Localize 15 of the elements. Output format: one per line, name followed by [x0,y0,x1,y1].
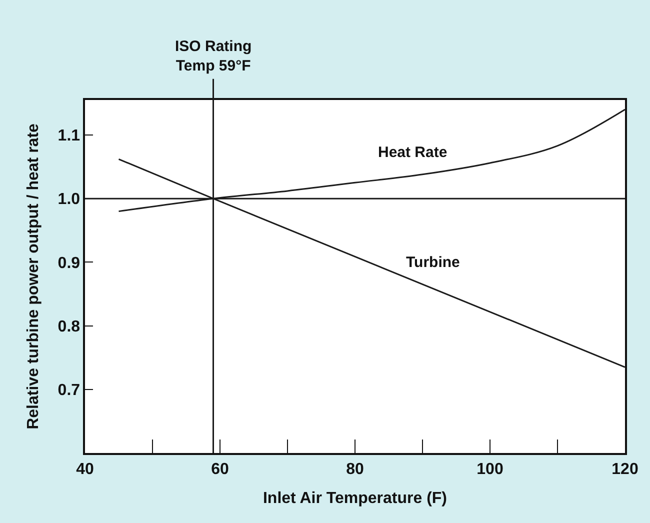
x-tick-label: 80 [346,460,364,478]
x-tick-label: 40 [76,460,94,478]
x-tick-label: 60 [211,460,229,478]
y-tick-label: 0.8 [58,318,80,336]
series-label: Turbine [406,254,460,271]
y-tick-label: 0.9 [58,254,80,272]
x-axis-title: Inlet Air Temperature (F) [262,490,448,508]
y-tick-label: 1.1 [58,128,80,145]
x-tick-label: 100 [476,460,504,478]
y-axis-title: Relative turbine power output / heat rate [25,123,42,430]
y-tick-label: 1.0 [58,191,80,208]
x-tick-label: 120 [612,460,638,478]
series-label: Heat Rate [378,144,448,161]
y-tick-label: 0.7 [58,382,80,399]
ref-line-label: ISO Rating Temp 59°F [175,38,252,74]
